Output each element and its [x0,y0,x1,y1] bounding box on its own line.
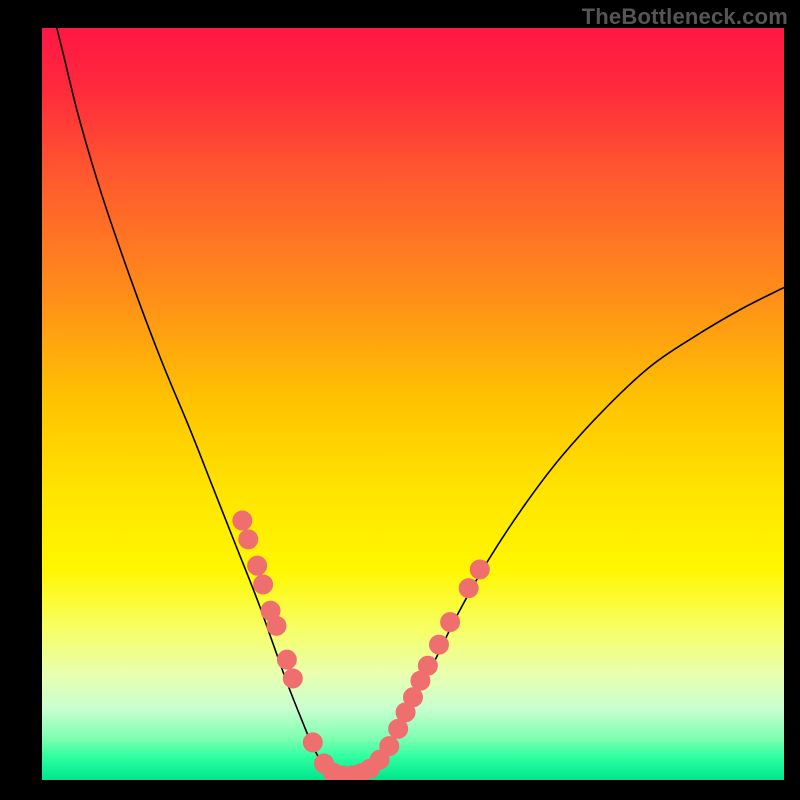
data-point [429,635,448,654]
data-point [239,530,258,549]
watermark-text: TheBottleneck.com [582,4,788,30]
chart-container: TheBottleneck.com [0,0,800,800]
data-point [267,616,286,635]
data-point [303,733,322,752]
data-point [459,579,478,598]
data-point [233,511,252,530]
data-point [418,656,437,675]
data-point [380,737,399,756]
plot-svg [42,28,784,780]
data-point [277,650,296,669]
plot-area [42,28,784,780]
data-point [254,575,273,594]
data-point [283,669,302,688]
data-point [441,613,460,632]
data-point [470,560,489,579]
gradient-background [42,28,784,780]
data-point [248,556,267,575]
